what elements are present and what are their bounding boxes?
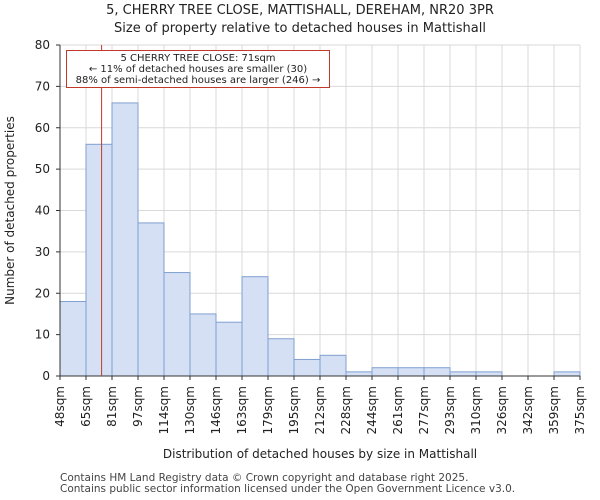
bar-146sqm	[215, 321, 243, 377]
bar-48sqm	[59, 301, 87, 377]
x-tick-label: 359sqm	[547, 386, 561, 434]
chart-canvas: 0 10 20 30 40 50 60 70 80 48sqm 65sqm 81sqm 97sqm 11…	[3, 38, 587, 461]
x-axis-label: Distribution of detached houses by size …	[163, 447, 477, 461]
bar-65sqm	[85, 143, 113, 377]
x-tick-label: 261sqm	[391, 386, 405, 434]
y-tick-label: 80	[35, 38, 50, 52]
y-tick-labels: 0 10 20 30 40 50 60 70 80	[35, 38, 50, 383]
x-tick-label: 310sqm	[469, 386, 483, 434]
y-tick-label: 30	[35, 245, 50, 259]
bar-195sqm	[293, 358, 321, 377]
x-tick-label: 244sqm	[365, 386, 379, 434]
x-tick-label: 293sqm	[443, 386, 457, 434]
x-tick-label: 375sqm	[573, 386, 587, 434]
x-tick-label: 114sqm	[157, 386, 171, 434]
x-tick-label: 326sqm	[495, 386, 509, 434]
x-tick-labels: 48sqm 65sqm 81sqm 97sqm 114sqm 130sqm 146sqm 16…	[53, 386, 587, 434]
bars	[59, 102, 581, 377]
bar-359sqm	[553, 371, 581, 377]
bar-163sqm	[241, 276, 269, 377]
bar-293sqm	[449, 371, 477, 377]
x-tick-label: 130sqm	[183, 386, 197, 434]
x-tick-label: 179sqm	[261, 386, 275, 434]
bar-244sqm	[371, 367, 399, 377]
annotation-line2: ← 11% of detached houses are smaller (30…	[88, 64, 308, 75]
annotation-line3: 88% of semi-detached houses are larger (…	[75, 75, 321, 86]
footer-line2: Contains public sector information licen…	[60, 483, 516, 495]
x-tick-label: 81sqm	[105, 386, 119, 427]
y-tick-label: 10	[35, 328, 50, 342]
annotation-line1: 5 CHERRY TREE CLOSE: 71sqm	[120, 53, 276, 64]
x-tick-label: 212sqm	[313, 386, 327, 434]
x-tick-label: 48sqm	[53, 386, 67, 427]
x-tick-label: 228sqm	[339, 386, 353, 434]
y-tick-label: 20	[35, 286, 50, 300]
y-axis-label: Number of detached properties	[3, 116, 17, 305]
bar-228sqm	[345, 371, 373, 377]
annotation-box: 5 CHERRY TREE CLOSE: 71sqm ← 11% of deta…	[66, 50, 330, 88]
x-tick-label: 65sqm	[79, 386, 93, 427]
axes	[56, 44, 581, 380]
x-tick-label: 277sqm	[417, 386, 431, 434]
x-tick-label: 195sqm	[287, 386, 301, 434]
footer: Contains HM Land Registry data © Crown c…	[60, 473, 515, 495]
bar-130sqm	[189, 313, 217, 377]
bar-114sqm	[163, 272, 191, 377]
bar-81sqm	[111, 102, 139, 377]
chart-title-line2: Size of property relative to detached ho…	[114, 21, 486, 36]
x-tick-label: 146sqm	[209, 386, 223, 434]
x-tick-label: 342sqm	[521, 386, 535, 434]
x-tick-label: 163sqm	[235, 386, 249, 434]
y-tick-label: 50	[35, 162, 50, 176]
y-tick-label: 70	[35, 79, 50, 93]
bar-277sqm	[423, 367, 451, 377]
footer-line1: Contains HM Land Registry data © Crown c…	[60, 472, 469, 484]
bar-261sqm	[397, 367, 425, 377]
bar-97sqm	[137, 222, 165, 377]
x-tick-label: 97sqm	[131, 386, 145, 427]
y-tick-label: 40	[35, 204, 50, 218]
chart-title-line1: 5, CHERRY TREE CLOSE, MATTISHALL, DEREHA…	[106, 3, 494, 18]
y-tick-label: 0	[42, 369, 50, 383]
bar-212sqm	[319, 354, 347, 377]
y-tick-label: 60	[35, 121, 50, 135]
bar-179sqm	[267, 338, 295, 377]
bar-310sqm	[475, 371, 503, 377]
